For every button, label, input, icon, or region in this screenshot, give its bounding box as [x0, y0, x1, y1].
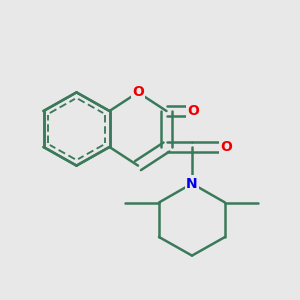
Text: O: O — [188, 104, 200, 118]
Text: N: N — [186, 177, 198, 190]
Text: O: O — [132, 85, 144, 99]
Text: O: O — [220, 140, 232, 154]
